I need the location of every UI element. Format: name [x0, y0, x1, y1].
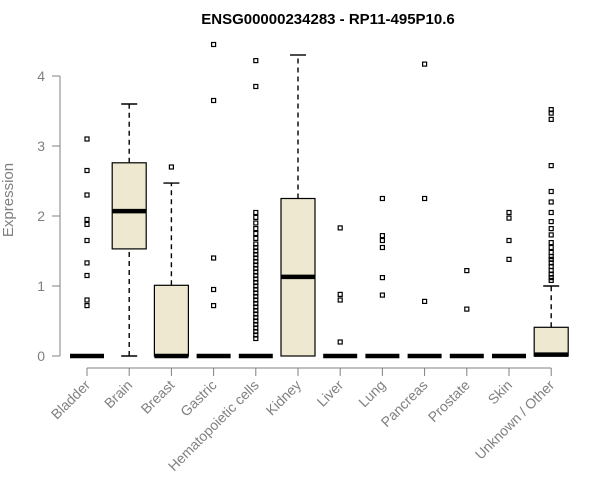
outlier-point	[548, 240, 554, 246]
outlier-point	[548, 277, 554, 283]
outlier-point	[168, 164, 174, 170]
box-group	[492, 209, 526, 359]
x-tick-label: Bladder	[48, 377, 94, 423]
outlier-point	[379, 233, 385, 239]
box-group	[449, 268, 484, 359]
box-group	[407, 61, 442, 359]
outlier-point	[379, 244, 385, 251]
box-group	[365, 195, 400, 359]
outlier-point	[548, 188, 554, 195]
outlier-point	[253, 235, 259, 241]
outlier-point	[84, 237, 90, 244]
y-tick-label: 0	[37, 348, 45, 364]
outlier-point	[253, 209, 259, 216]
outlier-point	[84, 216, 90, 223]
x-tick-label: Skin	[485, 377, 516, 408]
outlier-point	[548, 275, 554, 281]
outlier-point	[211, 303, 217, 309]
x-tick-label: Prostate	[425, 377, 473, 425]
box-group	[196, 41, 231, 359]
outlier-point	[253, 83, 259, 90]
plot-area	[70, 41, 569, 359]
x-tick-label: Unknown / Other	[472, 377, 558, 463]
box-group	[533, 106, 569, 357]
outlier-point	[84, 260, 90, 266]
outlier-point	[506, 237, 512, 244]
outlier-point	[548, 116, 554, 123]
outlier-point	[337, 225, 343, 231]
outlier-point	[548, 254, 554, 260]
x-tick-label: Brain	[101, 377, 135, 411]
outlier-point	[379, 237, 385, 244]
outlier-point	[506, 209, 512, 216]
outlier-point	[548, 219, 554, 225]
box-group	[70, 136, 104, 359]
outlier-point	[548, 244, 554, 251]
outlier-point	[464, 306, 470, 312]
x-tick-label: Breast	[138, 377, 178, 417]
x-tick-label: Liver	[314, 377, 347, 410]
outlier-point	[253, 226, 259, 232]
outlier-point	[253, 335, 259, 342]
y-axis-label: Expression	[0, 163, 17, 237]
outlier-point	[548, 209, 554, 216]
y-tick-label: 4	[37, 68, 45, 84]
outlier-point	[253, 57, 259, 64]
box-group	[323, 225, 358, 359]
outlier-point	[337, 297, 343, 303]
outlier-point	[422, 195, 428, 202]
outlier-point	[211, 255, 217, 261]
y-tick-label: 1	[37, 278, 45, 294]
outlier-point	[84, 272, 90, 279]
box-group	[111, 103, 147, 357]
outlier-point	[548, 226, 554, 232]
chart-title: ENSG00000234283 - RP11-495P10.6	[201, 11, 455, 28]
outlier-point	[379, 292, 385, 298]
outlier-point	[548, 163, 554, 169]
outlier-point	[464, 268, 470, 274]
outlier-point	[506, 215, 512, 221]
outlier-point	[548, 249, 554, 255]
outlier-point	[253, 214, 259, 220]
outlier-point	[422, 298, 428, 304]
outlier-point	[379, 275, 385, 281]
outlier-point	[84, 167, 90, 174]
outlier-point	[253, 230, 259, 237]
outlier-point	[84, 297, 90, 303]
outlier-point	[84, 192, 90, 198]
box-group	[280, 54, 316, 357]
outlier-point	[548, 232, 554, 238]
outlier-point	[506, 256, 512, 262]
box	[153, 284, 189, 357]
x-tick-label: Kidney	[263, 377, 305, 419]
y-tick-label: 2	[37, 208, 45, 224]
outlier-point	[422, 61, 428, 67]
y-tick-label: 3	[37, 138, 45, 154]
outlier-point	[337, 291, 343, 297]
box-group	[153, 164, 189, 359]
outlier-point	[548, 199, 554, 205]
outlier-point	[84, 136, 90, 142]
outlier-point	[337, 339, 343, 345]
box-group	[238, 57, 273, 359]
outlier-point	[548, 110, 554, 116]
box	[533, 326, 569, 357]
outlier-point	[211, 286, 217, 293]
outlier-point	[379, 195, 385, 202]
box	[111, 162, 147, 250]
y-axis: 0 1 2 3 4	[37, 68, 61, 364]
outlier-point	[84, 221, 90, 227]
outlier-point	[211, 97, 217, 104]
x-tick-label: Lung	[355, 377, 388, 410]
outlier-point	[253, 220, 259, 226]
outlier-point	[211, 41, 217, 48]
outlier-point	[84, 303, 90, 309]
x-tick-label: Pancreas	[378, 377, 431, 430]
